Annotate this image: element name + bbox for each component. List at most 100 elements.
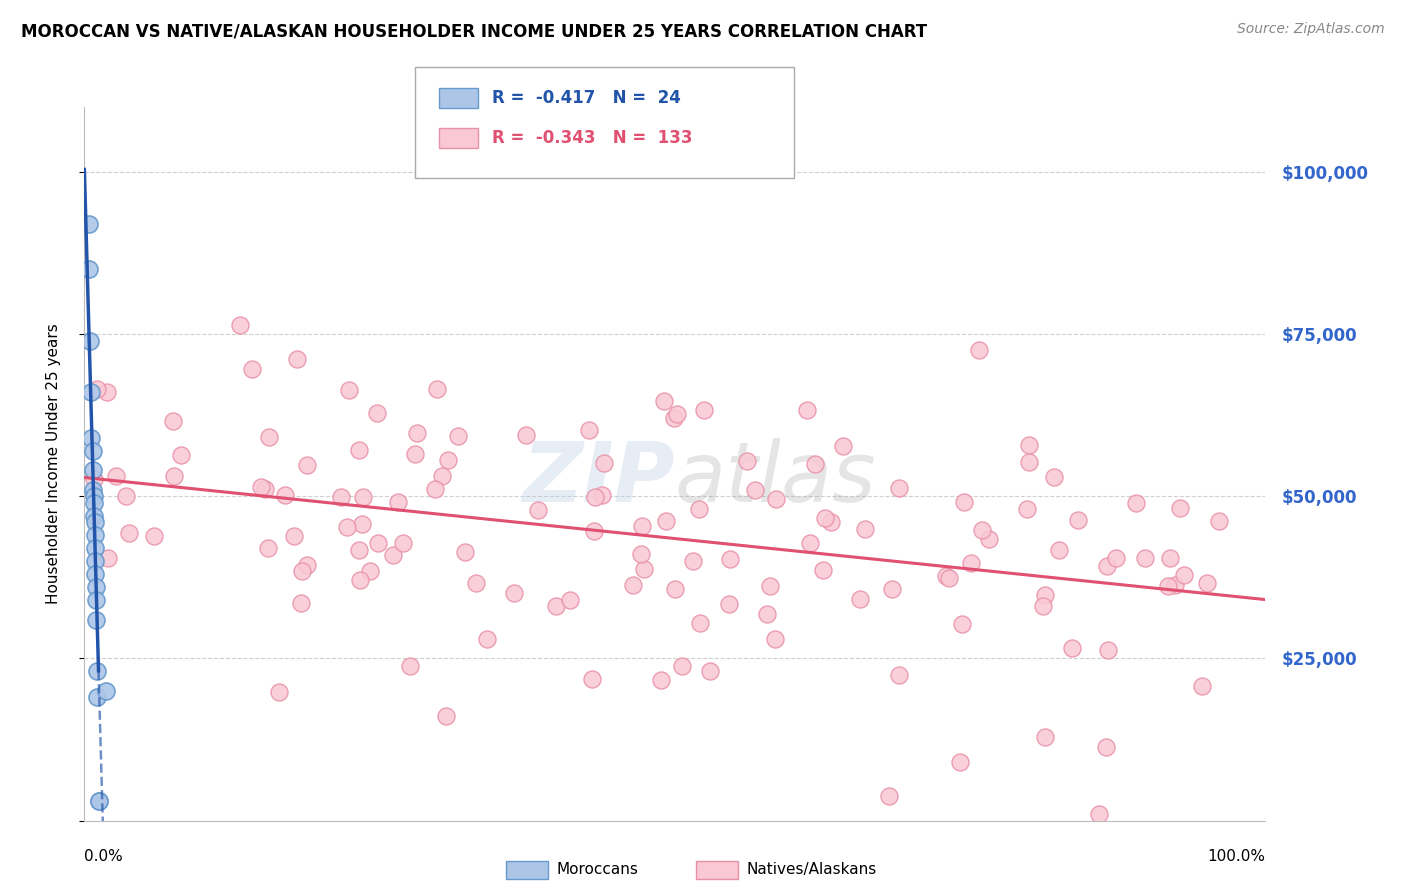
Point [352, 490, 374, 504]
Point [381, 548, 404, 562]
Point [399, 659, 422, 673]
Point [689, 616, 711, 631]
Point [404, 447, 426, 461]
Point [581, 672, 603, 686]
Point [437, 453, 460, 467]
Point [83, 496, 105, 510]
Point [434, 709, 457, 723]
Text: Moroccans: Moroccans [557, 863, 638, 877]
Point [1097, 643, 1119, 657]
Point [86, 382, 108, 396]
Text: R =  -0.417   N =  24: R = -0.417 N = 24 [492, 89, 681, 107]
Point [633, 562, 655, 576]
Point [82, 443, 104, 458]
Point [1067, 513, 1090, 527]
Text: MOROCCAN VS NATIVE/ALASKAN HOUSEHOLDER INCOME UNDER 25 YEARS CORRELATION CHART: MOROCCAN VS NATIVE/ALASKAN HOUSEHOLDER I… [21, 22, 927, 40]
Point [423, 482, 446, 496]
Point [583, 524, 606, 538]
Point [80, 385, 103, 400]
Point [87, 794, 110, 808]
Point [814, 510, 837, 524]
Point [1018, 455, 1040, 469]
Point [83, 472, 105, 486]
Point [1105, 551, 1128, 566]
Point [367, 536, 389, 550]
Point [84, 593, 107, 607]
Point [652, 393, 675, 408]
Point [84, 567, 107, 582]
Point [664, 582, 686, 596]
Point [86, 665, 108, 679]
Point [1018, 438, 1040, 452]
Point [352, 516, 374, 531]
Point [1015, 501, 1038, 516]
Point [336, 519, 359, 533]
Point [117, 525, 139, 540]
Point [392, 535, 415, 549]
Point [1164, 578, 1187, 592]
Point [953, 495, 976, 509]
Point [257, 541, 280, 556]
Point [832, 439, 855, 453]
Point [765, 491, 787, 506]
Point [882, 582, 904, 596]
Point [1168, 500, 1191, 515]
Point [82, 483, 104, 497]
Point [820, 516, 842, 530]
Point [1047, 543, 1070, 558]
Point [1191, 679, 1213, 693]
Point [583, 490, 606, 504]
Point [796, 402, 818, 417]
Point [699, 664, 721, 678]
Point [630, 518, 652, 533]
Text: Source: ZipAtlas.com: Source: ZipAtlas.com [1237, 22, 1385, 37]
Point [938, 571, 960, 585]
Point [1208, 514, 1230, 528]
Point [426, 383, 449, 397]
Point [502, 586, 524, 600]
Point [283, 529, 305, 543]
Point [662, 411, 685, 425]
Point [349, 573, 371, 587]
Point [578, 423, 600, 437]
Point [763, 632, 786, 646]
Point [671, 659, 693, 673]
Point [83, 508, 105, 523]
Point [229, 318, 252, 332]
Text: atlas: atlas [675, 438, 876, 518]
Point [77, 262, 100, 277]
Point [737, 453, 759, 467]
Point [475, 632, 498, 646]
Point [1060, 641, 1083, 656]
Point [1125, 496, 1147, 510]
Point [84, 580, 107, 594]
Point [877, 789, 900, 803]
Point [1033, 588, 1056, 602]
Point [803, 458, 825, 472]
Point [330, 491, 353, 505]
Point [77, 217, 100, 231]
Point [560, 592, 582, 607]
Point [84, 515, 107, 529]
Point [405, 425, 427, 440]
Point [759, 579, 782, 593]
Point [79, 334, 101, 348]
Point [979, 532, 1001, 546]
Point [935, 569, 957, 583]
Point [295, 458, 318, 472]
Point [84, 613, 107, 627]
Point [387, 495, 409, 509]
Text: 0.0%: 0.0% [84, 849, 124, 864]
Point [666, 407, 689, 421]
Point [285, 352, 308, 367]
Point [630, 547, 652, 561]
Point [366, 406, 388, 420]
Point [692, 402, 714, 417]
Point [254, 482, 277, 496]
Point [967, 343, 990, 357]
Point [86, 690, 108, 705]
Point [717, 597, 740, 611]
Point [527, 503, 550, 517]
Point [682, 554, 704, 568]
Point [621, 577, 644, 591]
